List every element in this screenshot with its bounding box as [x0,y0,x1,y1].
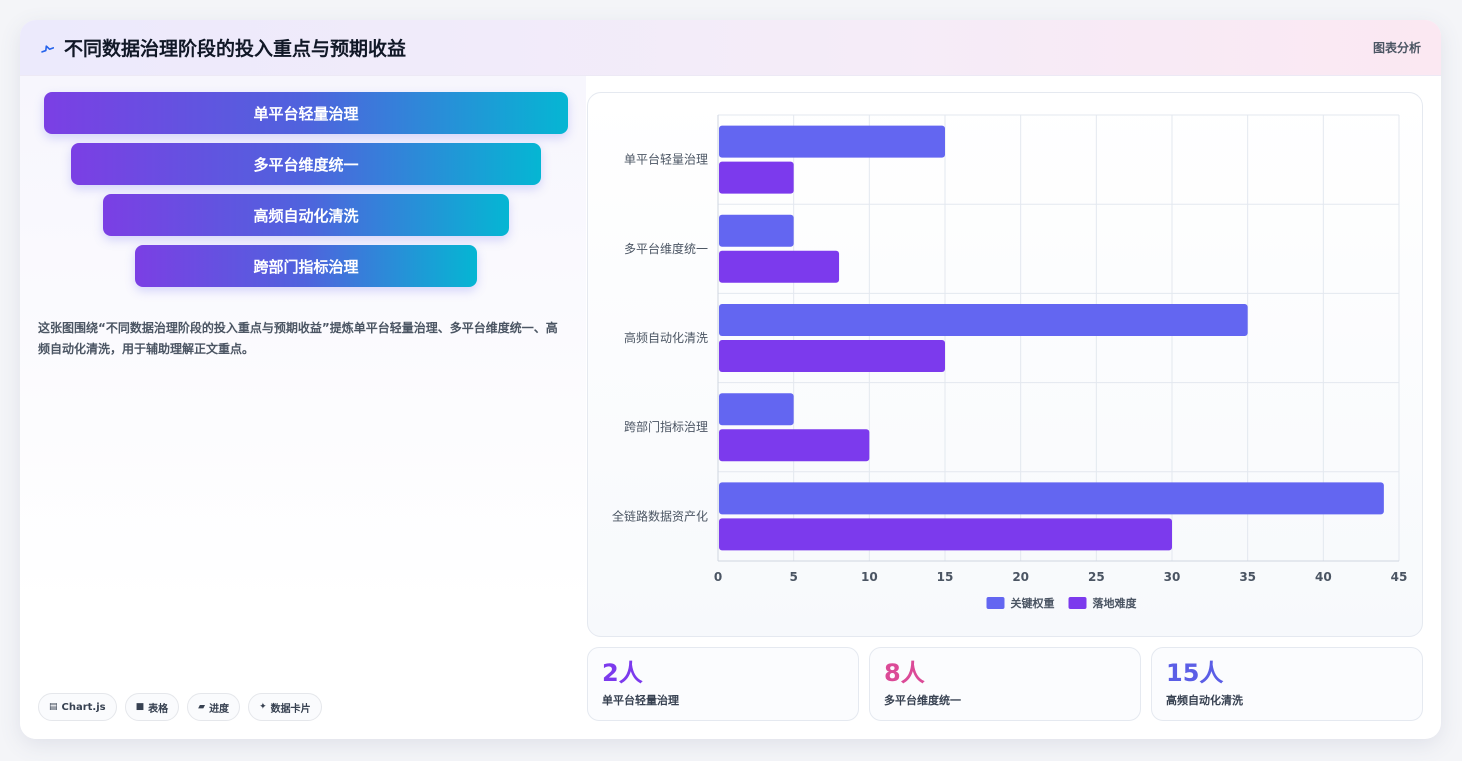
stat-card-1: 2人 单平台轻量治理 [587,647,859,721]
tag-list: ▤ Chart.js ■ 表格 ▰ 进度 ✦ 数据卡片 [38,693,322,721]
x-tick-label: 45 [1391,570,1408,584]
left-panel: 单平台轻量治理 多平台维度统一 高频自动化清洗 跨部门指标治理 这张图围绕“不同… [20,76,586,739]
legend-label: 关键权重 [1011,596,1055,610]
tag-table[interactable]: ■ 表格 [124,693,180,721]
tag-label: Chart.js [61,701,106,713]
sparkle-icon: ✦ [259,702,267,712]
tag-label: 进度 [209,703,230,715]
stat-value: 15人 [1166,659,1224,687]
table-icon: ■ [135,702,145,712]
bar-difficulty [719,250,840,283]
stat-label: 单平台轻量治理 [602,694,679,707]
funnel-stage-2: 多平台维度统一 [71,143,541,185]
stat-card-3: 15人 高频自动化清洗 [1151,647,1423,721]
x-tick-label: 10 [861,570,878,584]
x-tick-label: 20 [1012,570,1029,584]
y-tick-label: 跨部门指标治理 [624,419,708,434]
tag-label: 表格 [148,703,169,715]
bar-weight [719,393,794,426]
legend-swatch [1068,597,1087,609]
legend-label: 落地难度 [1093,596,1138,610]
y-tick-label: 单平台轻量治理 [624,152,708,167]
legend-swatch [986,597,1005,609]
tag-chartjs[interactable]: ▤ Chart.js [38,693,117,721]
bar-weight [719,125,945,158]
funnel-stage-3: 高频自动化清洗 [103,194,509,236]
stat-label: 高频自动化清洗 [1166,694,1243,707]
x-tick-label: 0 [714,570,722,584]
stat-card-2: 8人 多平台维度统一 [869,647,1141,721]
y-tick-label: 多平台维度统一 [624,241,708,256]
bar-weight [719,214,794,247]
chart-analysis-badge: 图表分析 [1372,41,1421,55]
stat-value: 8人 [884,659,925,687]
stat-label: 多平台维度统一 [884,694,961,707]
bar-difficulty [719,429,870,462]
funnel-stage-1: 单平台轻量治理 [44,92,568,134]
bar-weight [719,304,1248,336]
header-title-group: 不同数据治理阶段的投入重点与预期收益 [40,34,406,61]
chart-card: 不同数据治理阶段的投入重点与预期收益 图表分析 单平台轻量治理 多平台维度统一 … [20,20,1441,739]
card-header: 不同数据治理阶段的投入重点与预期收益 图表分析 [20,20,1441,76]
x-tick-label: 25 [1088,570,1105,584]
chart-description: 这张图围绕“不同数据治理阶段的投入重点与预期收益”提炼单平台轻量治理、多平台维度… [38,321,558,356]
stat-value: 2人 [602,659,643,687]
tag-progress[interactable]: ▰ 进度 [187,693,241,721]
progress-icon: ▰ [198,702,206,712]
bar-difficulty [719,518,1172,551]
x-tick-label: 35 [1239,570,1256,584]
chart-panel: 单平台轻量治理 多平台维度统一 高频自动化清洗 跨部门指标治理全链路数据资产化 0 5 10… [587,92,1423,637]
chart-icon: ▤ [49,702,58,712]
funnel-stage-4: 跨部门指标治理 [135,245,477,287]
bar-weight [719,482,1384,515]
bar-difficulty [719,340,945,372]
bar-difficulty [719,161,794,194]
y-tick-label: 全链路数据资产化 [612,508,708,523]
x-tick-label: 5 [789,570,797,584]
page-title: 不同数据治理阶段的投入重点与预期收益 [64,38,407,60]
tag-data-card[interactable]: ✦ 数据卡片 [248,693,322,721]
x-tick-label: 30 [1164,570,1181,584]
pulse-icon [41,44,54,53]
tag-label: 数据卡片 [270,703,311,715]
x-tick-label: 15 [937,570,954,584]
x-tick-label: 40 [1315,570,1332,584]
y-tick-label: 高频自动化清洗 [624,330,708,345]
